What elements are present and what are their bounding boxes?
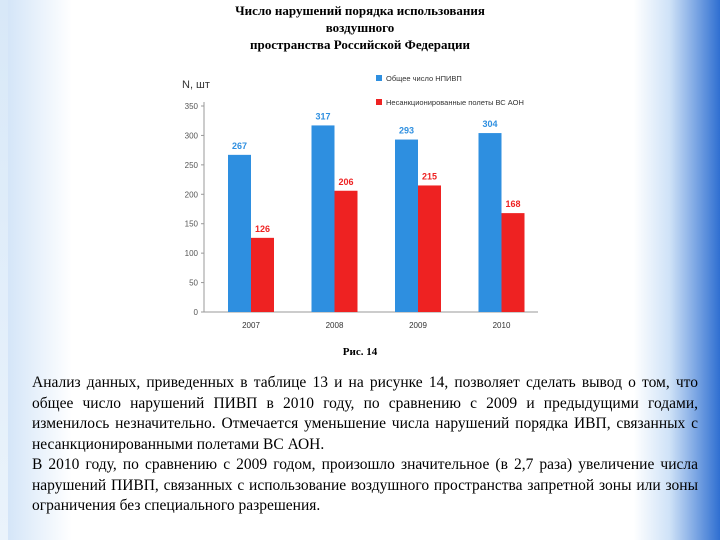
chart-title-line: пространства Российской Федерации [250,37,470,52]
paragraph: Анализ данных, приведенных в таблице 13 … [32,374,698,453]
bar [501,213,525,312]
y-tick-label: 300 [185,131,199,140]
chart-title-line: воздушного [325,20,395,35]
paragraph: В 2010 году, по сравнению с 2009 годом, … [32,456,698,514]
y-tick-label: 250 [185,161,199,170]
legend-swatch [376,75,382,81]
legend-swatch [376,99,382,105]
data-label: 317 [315,111,330,121]
data-label: 168 [505,199,520,209]
y-tick-label: 0 [194,308,199,317]
data-label: 126 [255,224,270,234]
bar [395,139,418,312]
y-tick-label: 100 [185,249,199,258]
bar-chart: N, шт 0 50 100 150 200 250 300 350 267 126 2007 317 2… [180,70,542,334]
bar [311,125,335,312]
chart-svg: N, шт 0 50 100 150 200 250 300 350 267 126 2007 317 2… [182,74,538,330]
y-tick-label: 150 [185,220,199,229]
left-edge-decor [0,0,8,540]
data-label: 267 [232,141,247,151]
body-text: Анализ данных, приведенных в таблице 13 … [32,373,698,517]
legend-label: Общее число НПИВП [386,74,462,83]
y-tick-label: 350 [185,102,199,111]
data-label: 206 [338,177,353,187]
x-tick-label: 2009 [409,321,427,330]
data-label: 304 [482,119,497,129]
x-tick-label: 2008 [326,321,344,330]
y-tick-label: 200 [185,190,199,199]
bar [418,185,441,312]
bar [334,190,358,312]
y-axis-label: N, шт [182,79,210,91]
x-tick-label: 2010 [493,321,511,330]
bar [228,154,251,312]
x-tick-label: 2007 [242,321,260,330]
data-label: 215 [422,171,437,181]
data-label: 293 [399,126,414,136]
legend-label: Несанкционированные полеты ВС АОН [386,98,524,107]
bar [478,133,502,312]
bar [251,237,274,312]
y-tick-label: 50 [189,279,198,288]
figure-caption: Рис. 14 [342,346,378,358]
chart-title-line: Число нарушений порядка использования [235,3,485,18]
chart-title: Число нарушений порядка использования во… [160,2,560,53]
